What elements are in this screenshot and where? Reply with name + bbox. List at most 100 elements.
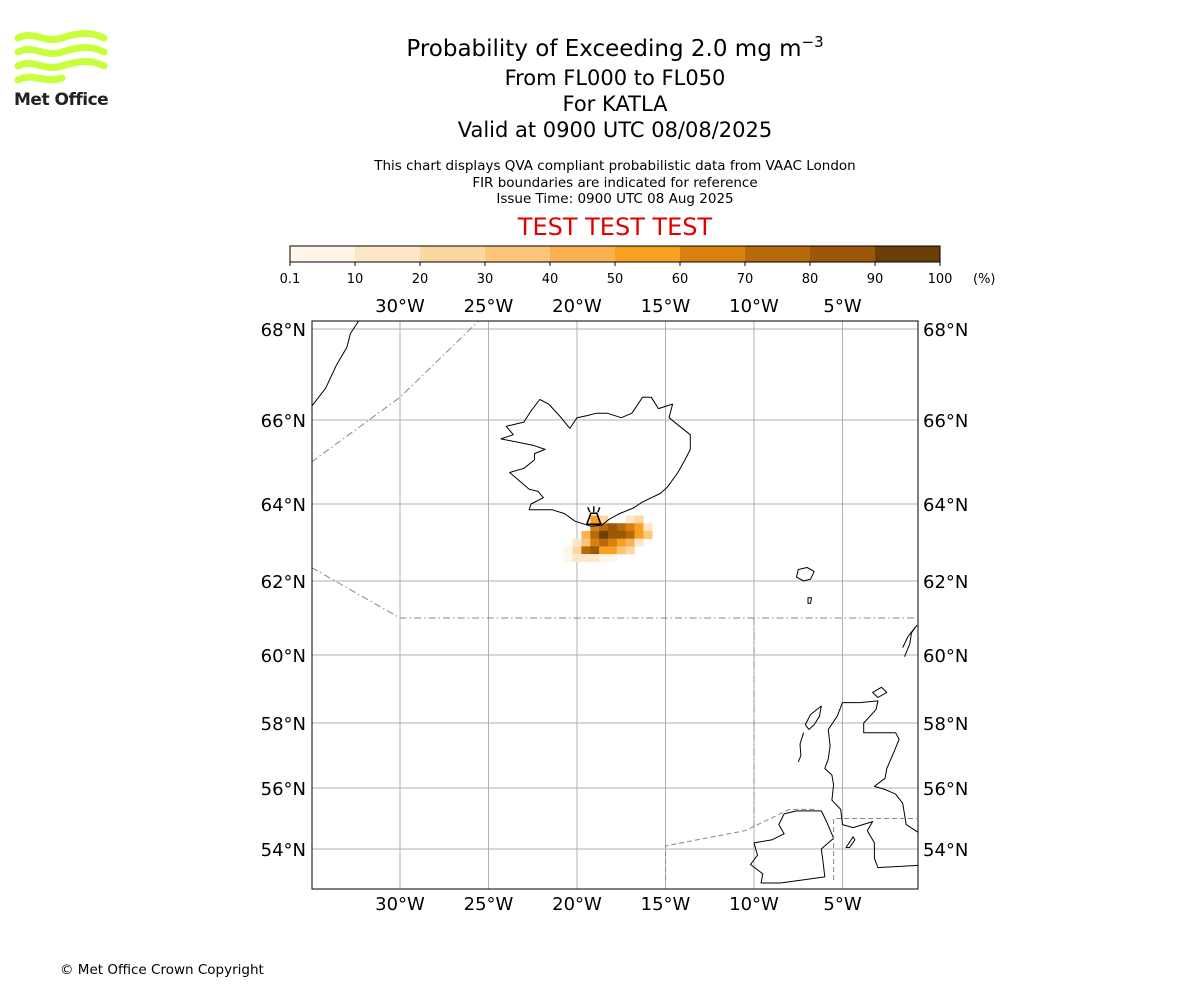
lon-tick-label-top: 5°W [823, 296, 861, 317]
colorbar-segment [290, 246, 356, 262]
volcano-name: For KATLA [562, 92, 668, 116]
colorbar-segment [615, 246, 681, 262]
probability-cell [581, 554, 591, 563]
colorbar-segment [745, 246, 811, 262]
probability-cell [616, 530, 626, 539]
lon-tick-label-top: 30°W [375, 296, 425, 317]
lon-tick-label-top: 20°W [552, 296, 602, 317]
colorbar-segment [355, 246, 421, 262]
lon-tick-label-bottom: 15°W [641, 894, 691, 915]
coastlines [312, 321, 918, 884]
probability-cell [599, 538, 609, 547]
lon-tick-label-bottom: 25°W [464, 894, 514, 915]
colorbar-tick-label: 80 [802, 272, 819, 287]
lon-tick-label-top: 10°W [729, 296, 779, 317]
probability-cell [581, 530, 591, 539]
coastline-orkney [872, 686, 888, 698]
probability-cell [643, 530, 653, 539]
chart-title: Probability of Exceeding 2.0 mg m−3 [406, 33, 824, 62]
volcano-icon [585, 512, 602, 526]
probability-cell [590, 546, 600, 555]
fir-boundaries [312, 321, 917, 880]
coastline-lewis [804, 705, 822, 730]
copyright-notice: © Met Office Crown Copyright [60, 962, 264, 978]
chart-info: This chart displays QVA compliant probab… [315, 158, 915, 208]
map-gridlines [312, 321, 918, 889]
volcano-plume-icon [587, 506, 601, 513]
issue-time: Issue Time: 0900 UTC 08 Aug 2025 [496, 191, 734, 207]
coastline-iceland [500, 396, 691, 527]
lon-tick-label-bottom: 10°W [729, 894, 779, 915]
probability-cell [581, 538, 591, 547]
probability-cell [607, 554, 618, 563]
probability-cell [572, 538, 582, 547]
probability-cell [625, 523, 635, 532]
coastline-ireland [750, 810, 835, 884]
probability-cell [599, 515, 609, 524]
probability-cell [634, 523, 644, 532]
colorbar-segment [550, 246, 616, 262]
probability-cell [634, 530, 644, 539]
lon-tick-label-bottom: 5°W [823, 894, 861, 915]
fir-boundary-line [312, 321, 480, 463]
fir-boundary-line [312, 567, 917, 619]
probability-cell [599, 546, 609, 555]
lat-tick-label-left: 66°N [261, 411, 306, 432]
colorbar-tick-label: 100 [928, 272, 953, 287]
lat-tick-label-right: 54°N [923, 840, 968, 861]
probability-cells [563, 515, 653, 563]
probability-cell [599, 530, 609, 539]
colorbar-tick-label: 10 [347, 272, 364, 287]
test-banner: TEST TEST TEST [517, 213, 713, 241]
probability-cell [607, 530, 618, 539]
colorbar-segment [875, 246, 941, 262]
coastline-faroe2 [807, 597, 812, 604]
probability-cell [599, 554, 609, 563]
coastline-shetland [902, 624, 918, 657]
lon-tick-label-bottom: 30°W [375, 894, 425, 915]
colorbar-tick-label: 0.1 [280, 272, 301, 287]
coastline-uists [797, 732, 805, 763]
probability-cell [625, 515, 635, 524]
colorbar-segment [420, 246, 486, 262]
probability-cell [572, 554, 582, 563]
coastline-greenland [312, 321, 360, 407]
lon-tick-label-top: 15°W [641, 296, 691, 317]
probability-cell [607, 546, 618, 555]
probability-cell [625, 538, 635, 547]
probability-cell [616, 546, 626, 555]
chart-title-block: Probability of Exceeding 2.0 mg m−3 From… [315, 26, 915, 143]
lat-tick-label-left: 68°N [261, 320, 306, 341]
colorbar-unit: (%) [973, 272, 996, 287]
met-office-logo [14, 30, 108, 84]
colorbar-tick-label: 50 [607, 272, 624, 287]
coastline-faroe [796, 567, 815, 582]
colorbar: 0.1 10 20 30 40 50 60 70 80 90 100 (%) [280, 245, 996, 287]
lat-tick-label-left: 60°N [261, 646, 306, 667]
probability-cell [590, 515, 600, 524]
volcano-marker [585, 506, 602, 526]
probability-cell [634, 538, 644, 547]
probability-cell [590, 530, 600, 539]
probability-cell [563, 546, 573, 555]
probability-cell [572, 546, 582, 555]
colorbar-tick-label: 90 [867, 272, 884, 287]
unit-superscript: −3 [801, 33, 824, 51]
info-line-2: FIR boundaries are indicated for referen… [472, 174, 758, 191]
probability-cell [607, 523, 618, 532]
lat-tick-label-right: 56°N [923, 779, 968, 800]
lat-tick-label-left: 64°N [261, 495, 306, 516]
lon-tick-label-top: 25°W [464, 296, 514, 317]
lat-tick-label-left: 54°N [261, 840, 306, 861]
colorbar-segment [485, 246, 551, 262]
lat-tick-label-right: 64°N [923, 495, 968, 516]
probability-cell [616, 538, 626, 547]
lat-tick-label-right: 68°N [923, 320, 968, 341]
logo-text: Met Office [14, 90, 109, 110]
map-frame [311, 320, 919, 890]
axis-tick-labels: 30°W 30°W 25°W 25°W 20°W 20°W 15°W 15°W 10°W 10°W… [261, 296, 969, 915]
probability-cell [590, 538, 600, 547]
probability-cell [590, 523, 600, 532]
lat-tick-label-left: 58°N [261, 714, 306, 735]
fir-boundary-line [833, 818, 917, 880]
